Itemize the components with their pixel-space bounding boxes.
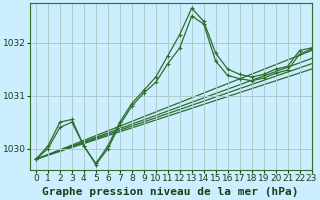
X-axis label: Graphe pression niveau de la mer (hPa): Graphe pression niveau de la mer (hPa) bbox=[43, 187, 299, 197]
